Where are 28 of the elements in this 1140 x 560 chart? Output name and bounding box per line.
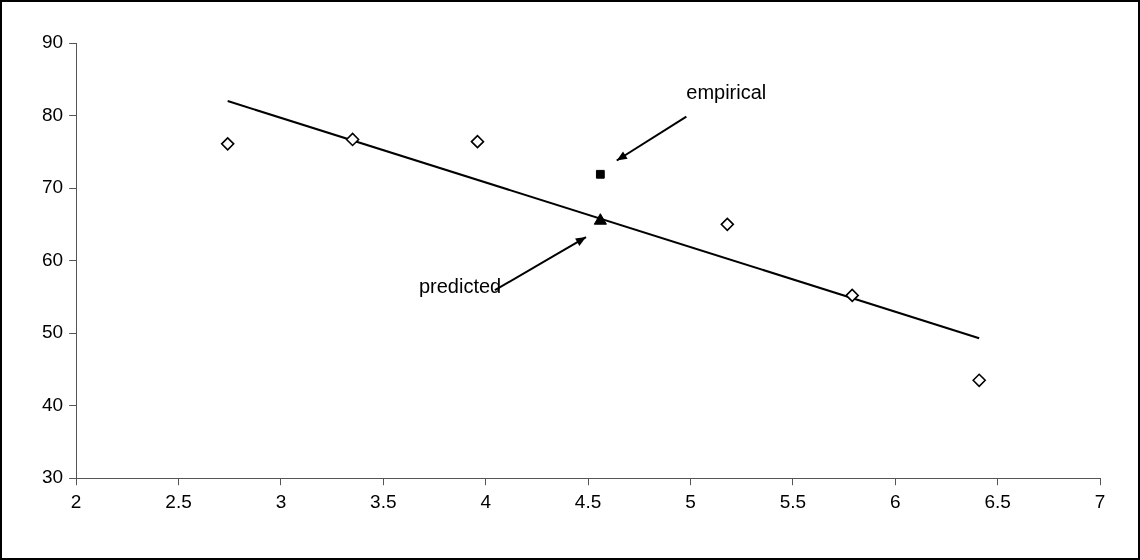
- x-tick-label: 6: [889, 490, 901, 512]
- x-tick-label: 4.5: [574, 490, 602, 512]
- point: [470, 134, 485, 149]
- point: [593, 213, 607, 225]
- annotation: predicted: [418, 274, 502, 297]
- x-tick-label: 4: [480, 490, 492, 512]
- x-tick-label: 7: [1094, 490, 1106, 512]
- y-tick-label: 50: [41, 321, 64, 343]
- x-tick-label: 3.5: [370, 490, 397, 512]
- point: [345, 132, 360, 147]
- x-tick-label: 3: [275, 490, 287, 512]
- x-tick-label: 6.5: [984, 490, 1011, 512]
- x-tick-label: 2: [70, 490, 82, 512]
- y-tick-label: 30: [41, 466, 64, 488]
- x-tick-label: 2.5: [165, 490, 192, 512]
- y-tick-label: 60: [41, 248, 64, 270]
- point: [720, 217, 735, 232]
- point: [972, 373, 986, 388]
- point: [595, 169, 605, 179]
- y-tick-label: 90: [41, 31, 64, 53]
- point: [845, 288, 860, 303]
- x-tick-label: 5.5: [779, 490, 807, 512]
- y-tick-label: 40: [41, 393, 64, 415]
- y-tick-label: 80: [41, 103, 64, 125]
- annotation: empirical: [686, 80, 767, 103]
- x-tick-label: 5: [685, 490, 696, 512]
- point: [220, 137, 235, 151]
- y-tick-label: 70: [41, 176, 64, 198]
